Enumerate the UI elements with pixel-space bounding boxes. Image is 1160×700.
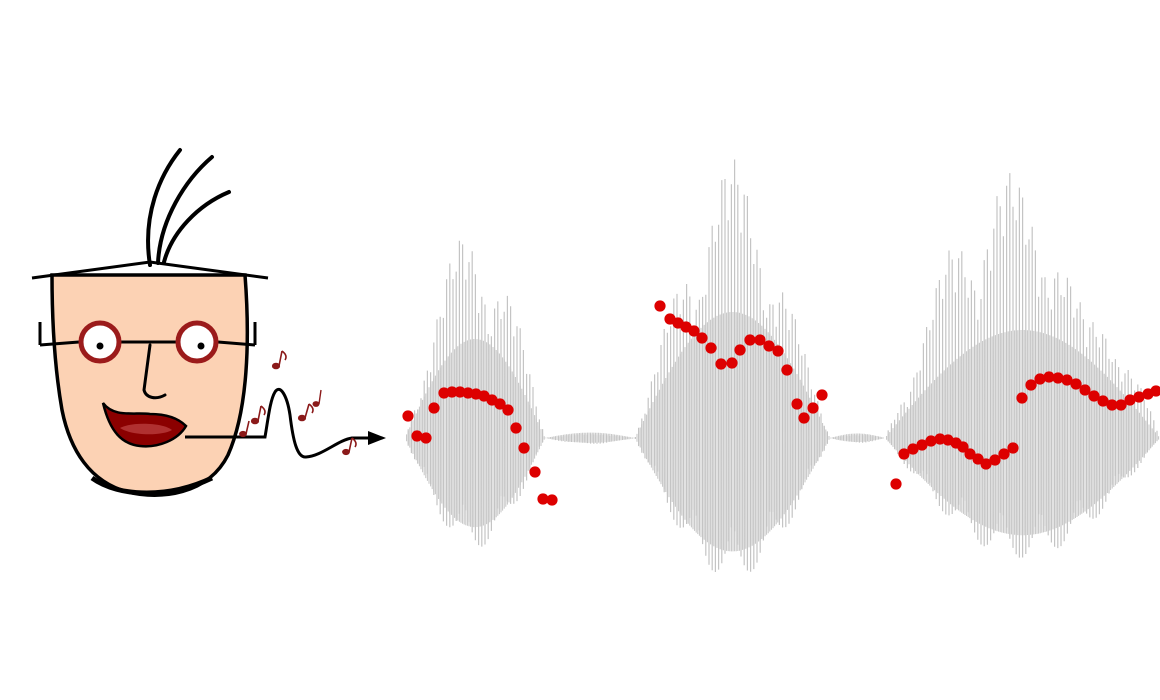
pitch-dot xyxy=(510,422,522,434)
pitch-dot xyxy=(890,478,902,490)
pitch-dot xyxy=(1061,374,1073,386)
pitch-dot xyxy=(654,300,666,312)
pitch-dot xyxy=(744,334,756,346)
pitch-dot xyxy=(688,325,700,337)
cartoon-face-icon xyxy=(31,148,269,497)
pitch-dot xyxy=(772,345,784,357)
pitch-dot xyxy=(529,466,541,478)
pitch-dot xyxy=(428,402,440,414)
pitch-dot xyxy=(907,443,919,455)
pitch-dot xyxy=(898,448,910,460)
pitch-dot xyxy=(715,358,727,370)
pitch-contour xyxy=(402,300,1160,506)
pitch-dot xyxy=(502,404,514,416)
pitch-dot xyxy=(763,340,775,352)
pitch-dot xyxy=(420,432,432,444)
waveform-core xyxy=(406,312,1160,552)
head-icon xyxy=(50,273,250,497)
left-eye-icon xyxy=(78,320,122,364)
pitch-dot xyxy=(957,441,969,453)
pitch-dot xyxy=(1150,385,1160,397)
pitch-dot xyxy=(1016,392,1028,404)
pitch-dot xyxy=(1034,373,1046,385)
pitch-dot xyxy=(411,430,423,442)
pitch-dot xyxy=(916,439,928,451)
pitch-dot xyxy=(925,435,937,447)
pitch-dot xyxy=(972,453,984,465)
pitch-dot xyxy=(734,344,746,356)
pitch-dot xyxy=(1106,399,1118,411)
music-note-icon xyxy=(239,350,357,456)
right-eye-icon xyxy=(175,320,219,364)
pitch-dot xyxy=(781,364,793,376)
pitch-dot xyxy=(980,458,992,470)
pitch-dot xyxy=(705,342,717,354)
pitch-dot xyxy=(696,332,708,344)
sound-emission-icon xyxy=(185,350,386,459)
sound-wave-line xyxy=(185,387,380,459)
glasses-icon xyxy=(38,320,257,364)
pitch-dot xyxy=(537,493,549,505)
nose-icon xyxy=(142,343,167,400)
pitch-dot xyxy=(1079,384,1091,396)
pitch-dot xyxy=(998,448,1010,460)
audio-waveform-icon xyxy=(406,159,1160,572)
pitch-dot xyxy=(726,357,738,369)
pitch-dot xyxy=(1070,378,1082,390)
pitch-dot xyxy=(816,389,828,401)
pitch-dot xyxy=(791,398,803,410)
pitch-dot xyxy=(964,448,976,460)
pitch-dot xyxy=(1025,379,1037,391)
pitch-dot xyxy=(546,494,558,506)
pitch-dot xyxy=(1124,394,1136,406)
pitch-dot xyxy=(754,334,766,346)
pitch-dot xyxy=(989,454,1001,466)
pitch-dot xyxy=(1133,391,1145,403)
right-arrow-icon xyxy=(368,431,386,445)
pitch-dot xyxy=(1007,442,1019,454)
pitch-dot xyxy=(807,402,819,414)
hair-icon xyxy=(146,148,231,267)
pitch-dot xyxy=(1115,399,1127,411)
pitch-dot xyxy=(494,398,506,410)
pitch-dot xyxy=(1043,371,1055,383)
pitch-dot xyxy=(402,410,414,422)
hairline-icon xyxy=(31,260,269,280)
pitch-dot xyxy=(1052,372,1064,384)
pitch-dot xyxy=(1097,395,1109,407)
mouth-icon xyxy=(101,402,188,448)
pitch-dot xyxy=(518,442,530,454)
pitch-dot xyxy=(1088,390,1100,402)
pitch-dot xyxy=(446,386,458,398)
pitch-dot xyxy=(798,412,810,424)
